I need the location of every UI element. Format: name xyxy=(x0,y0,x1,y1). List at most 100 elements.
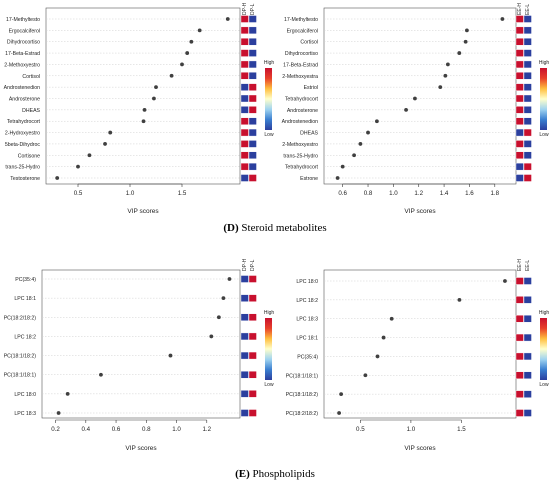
vip-point xyxy=(358,142,363,146)
vip-point xyxy=(500,17,505,21)
x-tick-label: 0.2 xyxy=(51,426,60,433)
vip-point xyxy=(457,51,462,55)
category-label: 2-Hydroxyestro xyxy=(5,131,40,137)
category-label: Cortisol xyxy=(300,40,318,46)
category-label: 17-Beta-Estrad xyxy=(283,62,318,68)
x-tick-label: 1.5 xyxy=(457,426,466,433)
vip-point xyxy=(76,164,80,169)
heat-cell xyxy=(523,26,532,35)
heat-cell xyxy=(523,38,532,46)
heat-cell xyxy=(248,15,257,23)
category-label: Ergocalciferol xyxy=(9,28,40,34)
heat-cell xyxy=(240,275,249,283)
category-label: PC(18:1/18:2) xyxy=(4,354,37,360)
heat-cell xyxy=(248,313,257,321)
x-tick-label: 1.5 xyxy=(178,190,187,197)
heat-column-label: EE-L xyxy=(525,4,531,15)
vip-point xyxy=(457,297,462,302)
category-label: LPC 18:1 xyxy=(14,296,36,302)
vip-point xyxy=(227,277,232,281)
heat-cell xyxy=(523,277,532,285)
heat-cell xyxy=(515,128,524,137)
heat-cell xyxy=(515,49,524,57)
x-axis-title: VIP scores xyxy=(125,445,157,452)
heat-cell xyxy=(240,332,249,341)
caption-letter: (D) xyxy=(223,222,239,234)
heat-cell xyxy=(240,83,249,91)
x-tick-label: 1.2 xyxy=(202,426,211,433)
vip-point xyxy=(503,279,507,283)
heat-cell xyxy=(523,140,532,148)
heat-cell xyxy=(240,49,249,57)
heat-column-label: DP-H xyxy=(242,2,248,15)
category-label: LPC 18:3 xyxy=(14,411,36,417)
heat-cell xyxy=(248,275,257,283)
heat-cell xyxy=(523,174,532,182)
heat-cell xyxy=(248,371,257,379)
heat-cell xyxy=(515,140,524,148)
x-tick-label: 1.4 xyxy=(440,190,449,197)
legend-high-label: High xyxy=(539,310,550,316)
heat-cell xyxy=(515,390,524,398)
heat-cell xyxy=(248,49,257,57)
heat-cell xyxy=(248,72,257,80)
heat-cell xyxy=(515,117,524,125)
vip-point xyxy=(55,176,60,180)
heat-cell xyxy=(248,106,257,114)
heat-cell xyxy=(240,174,249,182)
vip-point xyxy=(413,96,417,101)
x-tick-label: 0.5 xyxy=(356,426,365,433)
category-label: PC(35:4) xyxy=(15,277,36,283)
heat-cell xyxy=(515,26,524,35)
category-label: Dihydrocortiso xyxy=(7,40,40,46)
vip-point xyxy=(108,130,113,135)
category-label: DHEAS xyxy=(300,131,318,137)
heat-cell xyxy=(240,140,249,148)
heat-cell xyxy=(515,162,524,171)
heat-cell xyxy=(515,296,524,304)
heat-column-label: DP-H xyxy=(242,258,248,271)
vip-point xyxy=(142,107,147,112)
vip-point xyxy=(366,130,370,135)
vip-point xyxy=(189,39,194,44)
category-label: 17-Beta-Estrad xyxy=(5,51,40,57)
caption-steroid-metabolites: (D) Steroid metabolites xyxy=(0,222,550,234)
legend-color-bar xyxy=(540,68,547,130)
heat-cell xyxy=(515,38,524,46)
heat-cell xyxy=(515,315,524,323)
vip-point xyxy=(169,73,174,78)
heat-cell xyxy=(523,128,532,137)
plot-frame xyxy=(323,7,517,185)
heat-cell xyxy=(523,409,532,417)
vip-panel-1: DP-H DP-L 17-Methyltesto Ergocalciferol Dihy… xyxy=(4,2,275,215)
heat-cell xyxy=(523,15,532,23)
vip-point xyxy=(141,119,146,124)
heat-cell xyxy=(523,162,532,171)
category-label: LPC 18:2 xyxy=(296,298,318,304)
category-label: 2-Methoxyestro xyxy=(282,142,318,148)
heat-cell xyxy=(523,94,532,103)
category-label: trans-25-Hydro xyxy=(5,165,40,171)
category-label: Estriol xyxy=(304,85,318,91)
vip-point xyxy=(168,353,173,358)
heat-cell xyxy=(515,352,524,361)
heat-cell xyxy=(523,371,532,379)
vip-point xyxy=(463,39,468,44)
vip-point xyxy=(389,316,394,321)
category-label: LPC 18:2 xyxy=(14,334,36,340)
category-label: Tetrahydrocort xyxy=(285,165,319,171)
heat-cell xyxy=(240,106,249,114)
heat-cell xyxy=(240,15,249,23)
heat-cell xyxy=(240,313,249,321)
legend-high-label: High xyxy=(264,60,275,66)
heat-column-label: DP-L xyxy=(250,3,256,15)
vip-point xyxy=(180,62,184,67)
category-label: DHEAS xyxy=(22,108,40,114)
heat-cell xyxy=(248,38,257,46)
x-tick-label: 0.5 xyxy=(74,190,83,197)
heat-cell xyxy=(515,174,524,182)
heat-column-label: EE-H xyxy=(517,3,523,15)
legend-low-label: Low xyxy=(539,382,549,388)
heat-cell xyxy=(523,333,532,342)
